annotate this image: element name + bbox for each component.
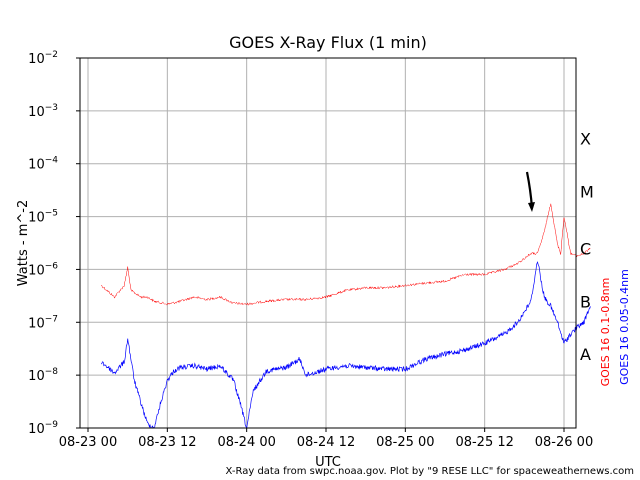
flare-class-label: B: [580, 292, 591, 311]
y-axis-label: Watts - m^-2: [16, 200, 31, 286]
y-tick-label: 10−3: [28, 103, 58, 120]
x-tick-label: 08-23 00: [59, 435, 117, 450]
y-tick-label: 10−2: [28, 50, 58, 67]
legend-series-short: GOES 16 0.05-0.4nm: [618, 269, 631, 385]
x-tick-label: 08-24 00: [217, 435, 275, 450]
x-tick-label: 08-23 12: [138, 435, 196, 450]
y-tick-label: 10−9: [28, 420, 58, 437]
x-axis-ticks: 08-23 00 08-23 12 08-24 00 08-24 12 08-25 00…: [59, 428, 593, 450]
y-tick-label: 10−6: [28, 261, 58, 278]
flare-arrow: [525, 171, 535, 212]
flare-class-label: A: [580, 345, 591, 364]
series-line-short-wavelength: [101, 261, 591, 430]
flare-class-labels: X M C B A: [580, 129, 594, 364]
x-tick-label: 08-24 12: [297, 435, 355, 450]
chart-title: GOES X-Ray Flux (1 min): [229, 33, 427, 52]
y-tick-label: 10−5: [28, 209, 58, 226]
grid-lines: [80, 58, 576, 428]
flare-class-label: C: [580, 239, 591, 258]
y-tick-label: 10−7: [28, 314, 58, 331]
legend-series-long: GOES 16 0.1-0.8nm: [599, 278, 612, 387]
x-axis-label: UTC: [315, 455, 341, 470]
x-tick-label: 08-25 00: [376, 435, 434, 450]
flare-class-label: X: [580, 129, 591, 148]
plot-frame: [79, 57, 577, 429]
data-credit: X-Ray data from swpc.noaa.gov. Plot by "…: [226, 466, 634, 477]
y-tick-label: 10−8: [28, 367, 58, 384]
series-layer: [101, 203, 591, 430]
series-line-long-wavelength: [101, 203, 591, 306]
y-tick-label: 10−4: [28, 156, 58, 173]
x-tick-label: 08-25 12: [455, 435, 513, 450]
y-axis-ticks: 10−2 10−3 10−4 10−5 10−6 10−7 10−8 10−9: [28, 50, 80, 437]
flare-class-label: M: [580, 182, 594, 201]
x-tick-label: 08-26 00: [535, 435, 593, 450]
